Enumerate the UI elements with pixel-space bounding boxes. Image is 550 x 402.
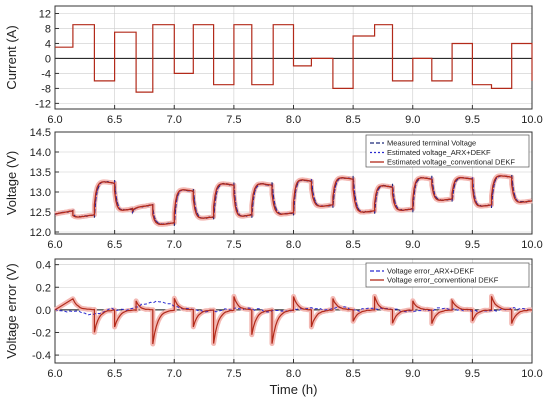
y-tick-label: -4	[41, 68, 51, 80]
legend-error-arx-dekf-label: Voltage error_ARX+DEKF	[387, 267, 474, 276]
y-tick-label: 14.0	[30, 147, 51, 159]
x-tick-label: 6.5	[107, 239, 122, 251]
y-tick-label: 13.0	[30, 187, 51, 199]
x-tick-label: 7.5	[226, 368, 241, 380]
conventional-dekf-error-series	[54, 296, 533, 345]
y-tick-label: 0.2	[36, 282, 51, 294]
x-tick-label: 9.0	[405, 368, 420, 380]
y-tick-label: 14.5	[30, 127, 51, 139]
current-series-line	[55, 24, 533, 93]
panel-3-axes: 0.4 0.2 0.0 -0.2 -0.4 6.0 6.5 7.0 7.5 8.0 8.5 9.0 9.…	[4, 258, 543, 380]
x-tick-label: 9.5	[465, 114, 480, 126]
x-tick-label: 9.0	[405, 114, 420, 126]
y-tick-label: 0.4	[36, 260, 51, 272]
x-tick-label: 7.0	[167, 368, 182, 380]
x-tick-label: 6.5	[107, 114, 122, 126]
y-tick-label: 4	[45, 38, 51, 50]
y-axis-label: Voltage error (V)	[4, 263, 19, 358]
y-tick-label: 13.5	[30, 167, 51, 179]
x-tick-label: 6.5	[107, 368, 122, 380]
legend-error-conventional-dekf-label: Voltage error_conventional DEKF	[387, 276, 499, 285]
legend-box	[365, 262, 530, 288]
x-tick-label: 10.0	[521, 114, 542, 126]
x-tick-label: 8.0	[286, 114, 301, 126]
y-tick-label: 0	[45, 53, 51, 65]
y-tick-label: -0.2	[32, 327, 51, 339]
x-tick-label: 10.0	[521, 368, 542, 380]
y-tick-label: 12.0	[30, 227, 51, 239]
x-tick-label: 7.0	[167, 239, 182, 251]
y-tick-label: -12	[35, 98, 51, 110]
conventional-dekf-voltage-series	[54, 175, 533, 226]
y-tick-label: -8	[41, 83, 51, 95]
x-tick-label: 10.0	[521, 239, 542, 251]
x-tick-label: 9.5	[465, 368, 480, 380]
x-tick-label: 6.0	[47, 239, 62, 251]
x-tick-label: 8.5	[345, 239, 360, 251]
x-tick-label: 6.0	[47, 114, 62, 126]
x-tick-label: 8.5	[345, 368, 360, 380]
x-tick-label: 8.0	[286, 239, 301, 251]
x-tick-label: 8.5	[345, 114, 360, 126]
y-axis-label: Voltage (V)	[4, 151, 19, 215]
x-tick-label: 7.5	[226, 239, 241, 251]
x-axis-label: Time (h)	[270, 382, 318, 397]
legend-conventional-dekf-label: Estimated voltage_conventional DEKF	[387, 158, 515, 167]
legend-arx-dekf-label: Estimated voltage_ARX+DEKF	[387, 148, 491, 157]
x-tick-label: 8.0	[286, 368, 301, 380]
x-tick-label: 6.0	[47, 368, 62, 380]
y-tick-label: 12	[39, 8, 51, 20]
y-tick-label: -0.4	[32, 350, 51, 362]
x-tick-label: 9.5	[465, 239, 480, 251]
x-tick-label: 7.0	[167, 114, 182, 126]
y-tick-label: 12.5	[30, 207, 51, 219]
x-tick-label: 9.0	[405, 239, 420, 251]
y-tick-label: 0.0	[36, 305, 51, 317]
legend-measured-label: Measured terminal Voltage	[387, 139, 476, 148]
x-tick-label: 7.5	[226, 114, 241, 126]
y-tick-label: 8	[45, 23, 51, 35]
y-axis-label: Current (A)	[4, 25, 19, 89]
legend-box	[365, 134, 530, 168]
